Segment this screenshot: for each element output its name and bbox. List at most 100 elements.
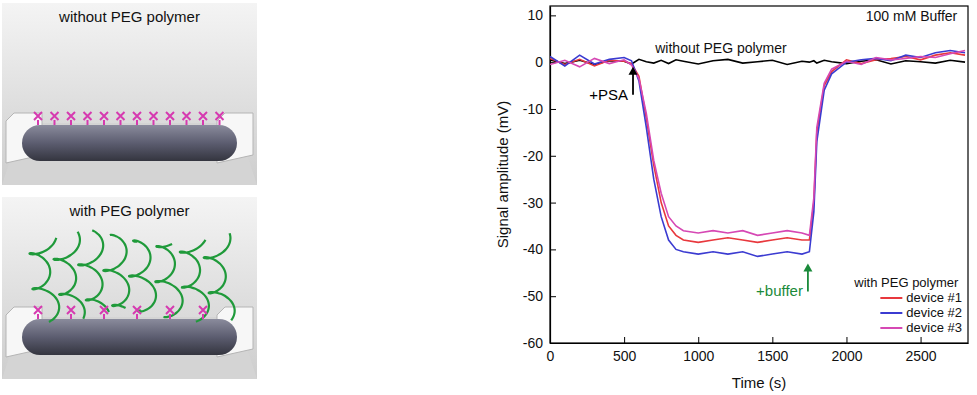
y-tick-mark	[550, 343, 556, 344]
x-tick-mark	[846, 337, 847, 343]
plot-area	[550, 50, 965, 256]
y-tick-label: -60	[523, 335, 543, 351]
receptor	[117, 112, 125, 125]
y-tick-label: -10	[523, 101, 543, 117]
nanowire	[22, 319, 237, 355]
y-tick-label: -40	[523, 241, 543, 257]
figure: without PEG polymer with PEG polymer 0 500 1…	[0, 0, 977, 395]
series-line	[550, 53, 965, 243]
x-tick: 2000	[831, 337, 862, 364]
x-tick: 1500	[757, 337, 788, 364]
receptor	[199, 306, 207, 319]
annotation: without PEG polymer	[654, 40, 787, 56]
y-tick-mark	[550, 203, 556, 204]
arrow-shaft	[632, 73, 634, 95]
series-line	[550, 50, 965, 256]
floor	[2, 317, 257, 379]
peg-polymer	[54, 232, 85, 319]
schematic-panel: with PEG polymer	[2, 197, 257, 379]
y-tick-mark	[550, 296, 556, 297]
peg-polymer	[180, 240, 209, 322]
legend-label: device #3	[906, 320, 962, 335]
arrow-shaft	[807, 269, 809, 291]
peg-polymer	[103, 235, 129, 308]
x-tick-label: 1000	[683, 348, 714, 364]
peg-polymer	[29, 238, 59, 322]
y-tick: -50	[523, 288, 556, 304]
floor	[2, 123, 257, 185]
y-axis-title: Signal amplitude (mV)	[494, 101, 511, 249]
y-tick: 0	[535, 54, 556, 70]
legend-title: with PEG polymer	[853, 275, 959, 290]
receptor	[84, 112, 92, 125]
receptor	[51, 112, 59, 125]
x-tick-mark	[772, 337, 773, 343]
peg-polymer	[155, 244, 182, 317]
chart: 0 500 1000 1500 2000 2500 -60 -50 -40 -30 -20 -10 0 1…	[494, 6, 969, 391]
panel-title: without PEG polymer	[58, 8, 200, 25]
legend-label: device #1	[906, 290, 962, 305]
y-tick: -60	[523, 335, 556, 351]
y-tick-label: 10	[527, 7, 543, 23]
y-tick: -10	[523, 101, 556, 117]
panel-background	[2, 3, 257, 185]
receptor	[67, 306, 75, 319]
x-axis-title: Time (s)	[732, 374, 786, 391]
y-tick: -40	[523, 241, 556, 257]
annotation: 100 mM Buffer	[866, 8, 958, 24]
legend-swatch	[880, 312, 902, 314]
y-tick-mark	[550, 109, 556, 110]
receptor	[100, 112, 108, 125]
x-tick-label: 2000	[831, 348, 862, 364]
receptor	[183, 112, 191, 125]
legend-swatch	[880, 297, 902, 299]
x-tick-label: 2500	[905, 348, 936, 364]
receptor	[166, 112, 174, 125]
x-tick-label: 500	[613, 348, 637, 364]
receptor	[34, 112, 42, 125]
series-line	[550, 50, 965, 235]
y-tick: 10	[527, 7, 556, 23]
x-tick: 500	[613, 337, 637, 364]
receptor	[216, 112, 224, 125]
x-axis-line	[551, 343, 969, 344]
receptor	[150, 112, 158, 125]
receptor	[166, 306, 174, 319]
receptor	[34, 306, 42, 319]
y-tick-mark	[550, 156, 556, 157]
arrow-label: +buffer	[756, 282, 803, 299]
receptor	[133, 112, 141, 125]
legend: with PEG polymerdevice #1device #2device…	[853, 275, 962, 335]
y-tick: -30	[523, 195, 556, 211]
panel-background	[2, 197, 257, 379]
x-tick: 1000	[683, 337, 714, 364]
y-tick-label: -50	[523, 288, 543, 304]
receptor	[133, 306, 141, 319]
y-tick-label: -20	[523, 148, 543, 164]
plot-frame	[550, 6, 968, 343]
peg-polymer	[129, 240, 156, 311]
x-tick-label: 1500	[757, 348, 788, 364]
receptor	[100, 306, 108, 319]
legend-swatch	[880, 327, 902, 329]
x-tick-mark	[921, 337, 922, 343]
y-tick-label: 0	[535, 54, 543, 70]
receptor	[199, 112, 207, 125]
x-tick-label: 0	[547, 348, 555, 364]
schematic-panel: without PEG polymer	[2, 3, 257, 185]
legend-label: device #2	[906, 305, 962, 320]
x-tick-mark	[624, 337, 625, 343]
arrow-label: +PSA	[589, 86, 628, 103]
receptor	[67, 112, 75, 125]
y-tick-label: -30	[523, 195, 543, 211]
x-axis: 0 500 1000 1500 2000 2500	[547, 337, 969, 364]
x-tick-mark	[698, 337, 699, 343]
y-tick-mark	[550, 15, 556, 16]
y-tick-mark	[550, 249, 556, 250]
panel-title: with PEG polymer	[68, 202, 189, 219]
peg-polymer	[204, 233, 235, 320]
y-tick: -20	[523, 148, 556, 164]
arrow-head	[629, 67, 638, 75]
arrow-head	[803, 263, 812, 271]
nanowire	[22, 125, 237, 161]
